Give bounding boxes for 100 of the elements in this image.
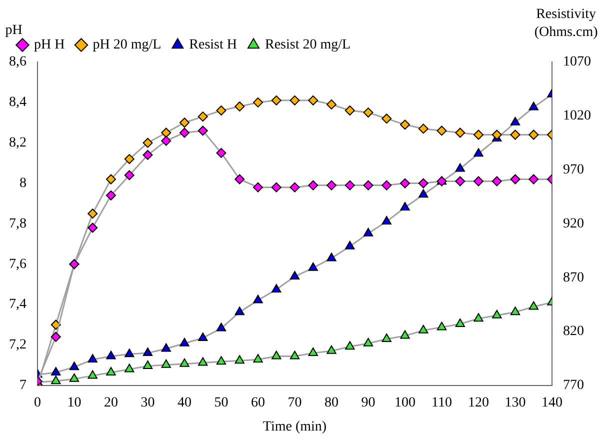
x-tick-label: 140: [542, 395, 562, 410]
point: [106, 174, 116, 184]
point: [88, 208, 98, 219]
point: [234, 306, 244, 316]
point: [198, 126, 208, 136]
point: [234, 174, 245, 184]
point: [216, 106, 226, 116]
point: [272, 350, 282, 360]
y-tick-label: 7,2: [9, 338, 26, 353]
x-tick-label: 10: [67, 395, 82, 410]
point: [400, 178, 410, 188]
x-tick-label: 30: [140, 395, 155, 410]
legend-label: pH 20 mg/L: [92, 38, 162, 53]
point: [253, 294, 263, 304]
point: [142, 150, 153, 160]
point: [253, 354, 263, 363]
y-tick-label: 8,2: [9, 136, 26, 151]
y-tick-label: 8: [20, 176, 26, 191]
x-tick-label: 40: [178, 395, 192, 410]
x-tick-label: 20: [104, 395, 118, 410]
point: [510, 306, 520, 316]
point: [528, 130, 539, 140]
point: [124, 364, 134, 372]
point: [161, 136, 172, 146]
x-tick-label: 70: [288, 395, 302, 410]
point: [455, 176, 466, 186]
point: [510, 130, 520, 140]
y2-tick-label: 970: [563, 162, 584, 178]
y2-tick-label: 770: [563, 378, 584, 394]
y-tick-label: 8,4: [9, 95, 26, 110]
point: [161, 359, 171, 368]
point: [290, 95, 300, 106]
point: [344, 180, 355, 190]
point: [180, 338, 190, 346]
point: [326, 345, 336, 354]
point: [400, 120, 410, 130]
point: [142, 360, 153, 369]
y2-tick-label: 1070: [563, 54, 591, 70]
y2-tick-label: 870: [563, 270, 584, 286]
point: [308, 95, 318, 106]
point: [51, 366, 61, 376]
point: [418, 324, 428, 334]
point: [106, 366, 116, 376]
x-tick-label: 90: [361, 395, 376, 410]
point: [474, 130, 484, 140]
point: [290, 182, 300, 192]
point: [418, 124, 428, 134]
point: [382, 334, 392, 342]
legend-label: pH H: [34, 38, 65, 53]
point: [400, 202, 410, 211]
point: [253, 182, 263, 192]
point: [344, 106, 355, 116]
point: [345, 341, 355, 350]
point: [492, 130, 502, 140]
point: [124, 154, 134, 164]
point: [88, 354, 98, 363]
point: [290, 350, 300, 360]
point: [345, 240, 355, 250]
point: [216, 322, 226, 332]
point: [474, 313, 484, 322]
point: [528, 301, 538, 310]
point: [326, 252, 336, 262]
x-tick-label: 60: [251, 395, 265, 410]
point: [308, 262, 318, 271]
point: [253, 97, 263, 108]
point: [271, 182, 282, 192]
point: [51, 376, 61, 384]
y2-tick-label: 820: [563, 324, 584, 340]
x-tick-label: 100: [394, 395, 416, 410]
point: [180, 358, 190, 367]
point: [363, 180, 374, 190]
point: [382, 180, 392, 190]
point: [290, 271, 300, 280]
point: [510, 116, 520, 126]
legend-label: Resist H: [189, 38, 238, 53]
point: [363, 228, 374, 236]
point: [216, 356, 226, 365]
point: [455, 318, 465, 327]
legend-label: Resist 20 mg/L: [265, 38, 351, 53]
point: [326, 99, 336, 110]
point: [474, 148, 484, 157]
point: [198, 357, 208, 366]
point: [326, 180, 336, 190]
point: [382, 114, 392, 124]
x-axis-title: Time (min): [262, 419, 327, 434]
point: [363, 338, 374, 346]
y-tick-label: 7,8: [9, 216, 26, 232]
x-tick-label: 0: [34, 395, 41, 410]
y2-tick-label: 920: [563, 216, 584, 232]
point: [492, 176, 502, 186]
point: [234, 101, 245, 112]
point: [69, 373, 80, 382]
point: [198, 332, 208, 341]
point: [88, 222, 98, 233]
x-tick-label: 50: [214, 395, 228, 410]
y2-axis-title: Resistivity (Ohms.cm): [534, 7, 598, 40]
point: [363, 108, 374, 118]
point: [198, 112, 208, 122]
y-tick-label: 7,6: [9, 256, 26, 272]
point: [510, 174, 520, 184]
